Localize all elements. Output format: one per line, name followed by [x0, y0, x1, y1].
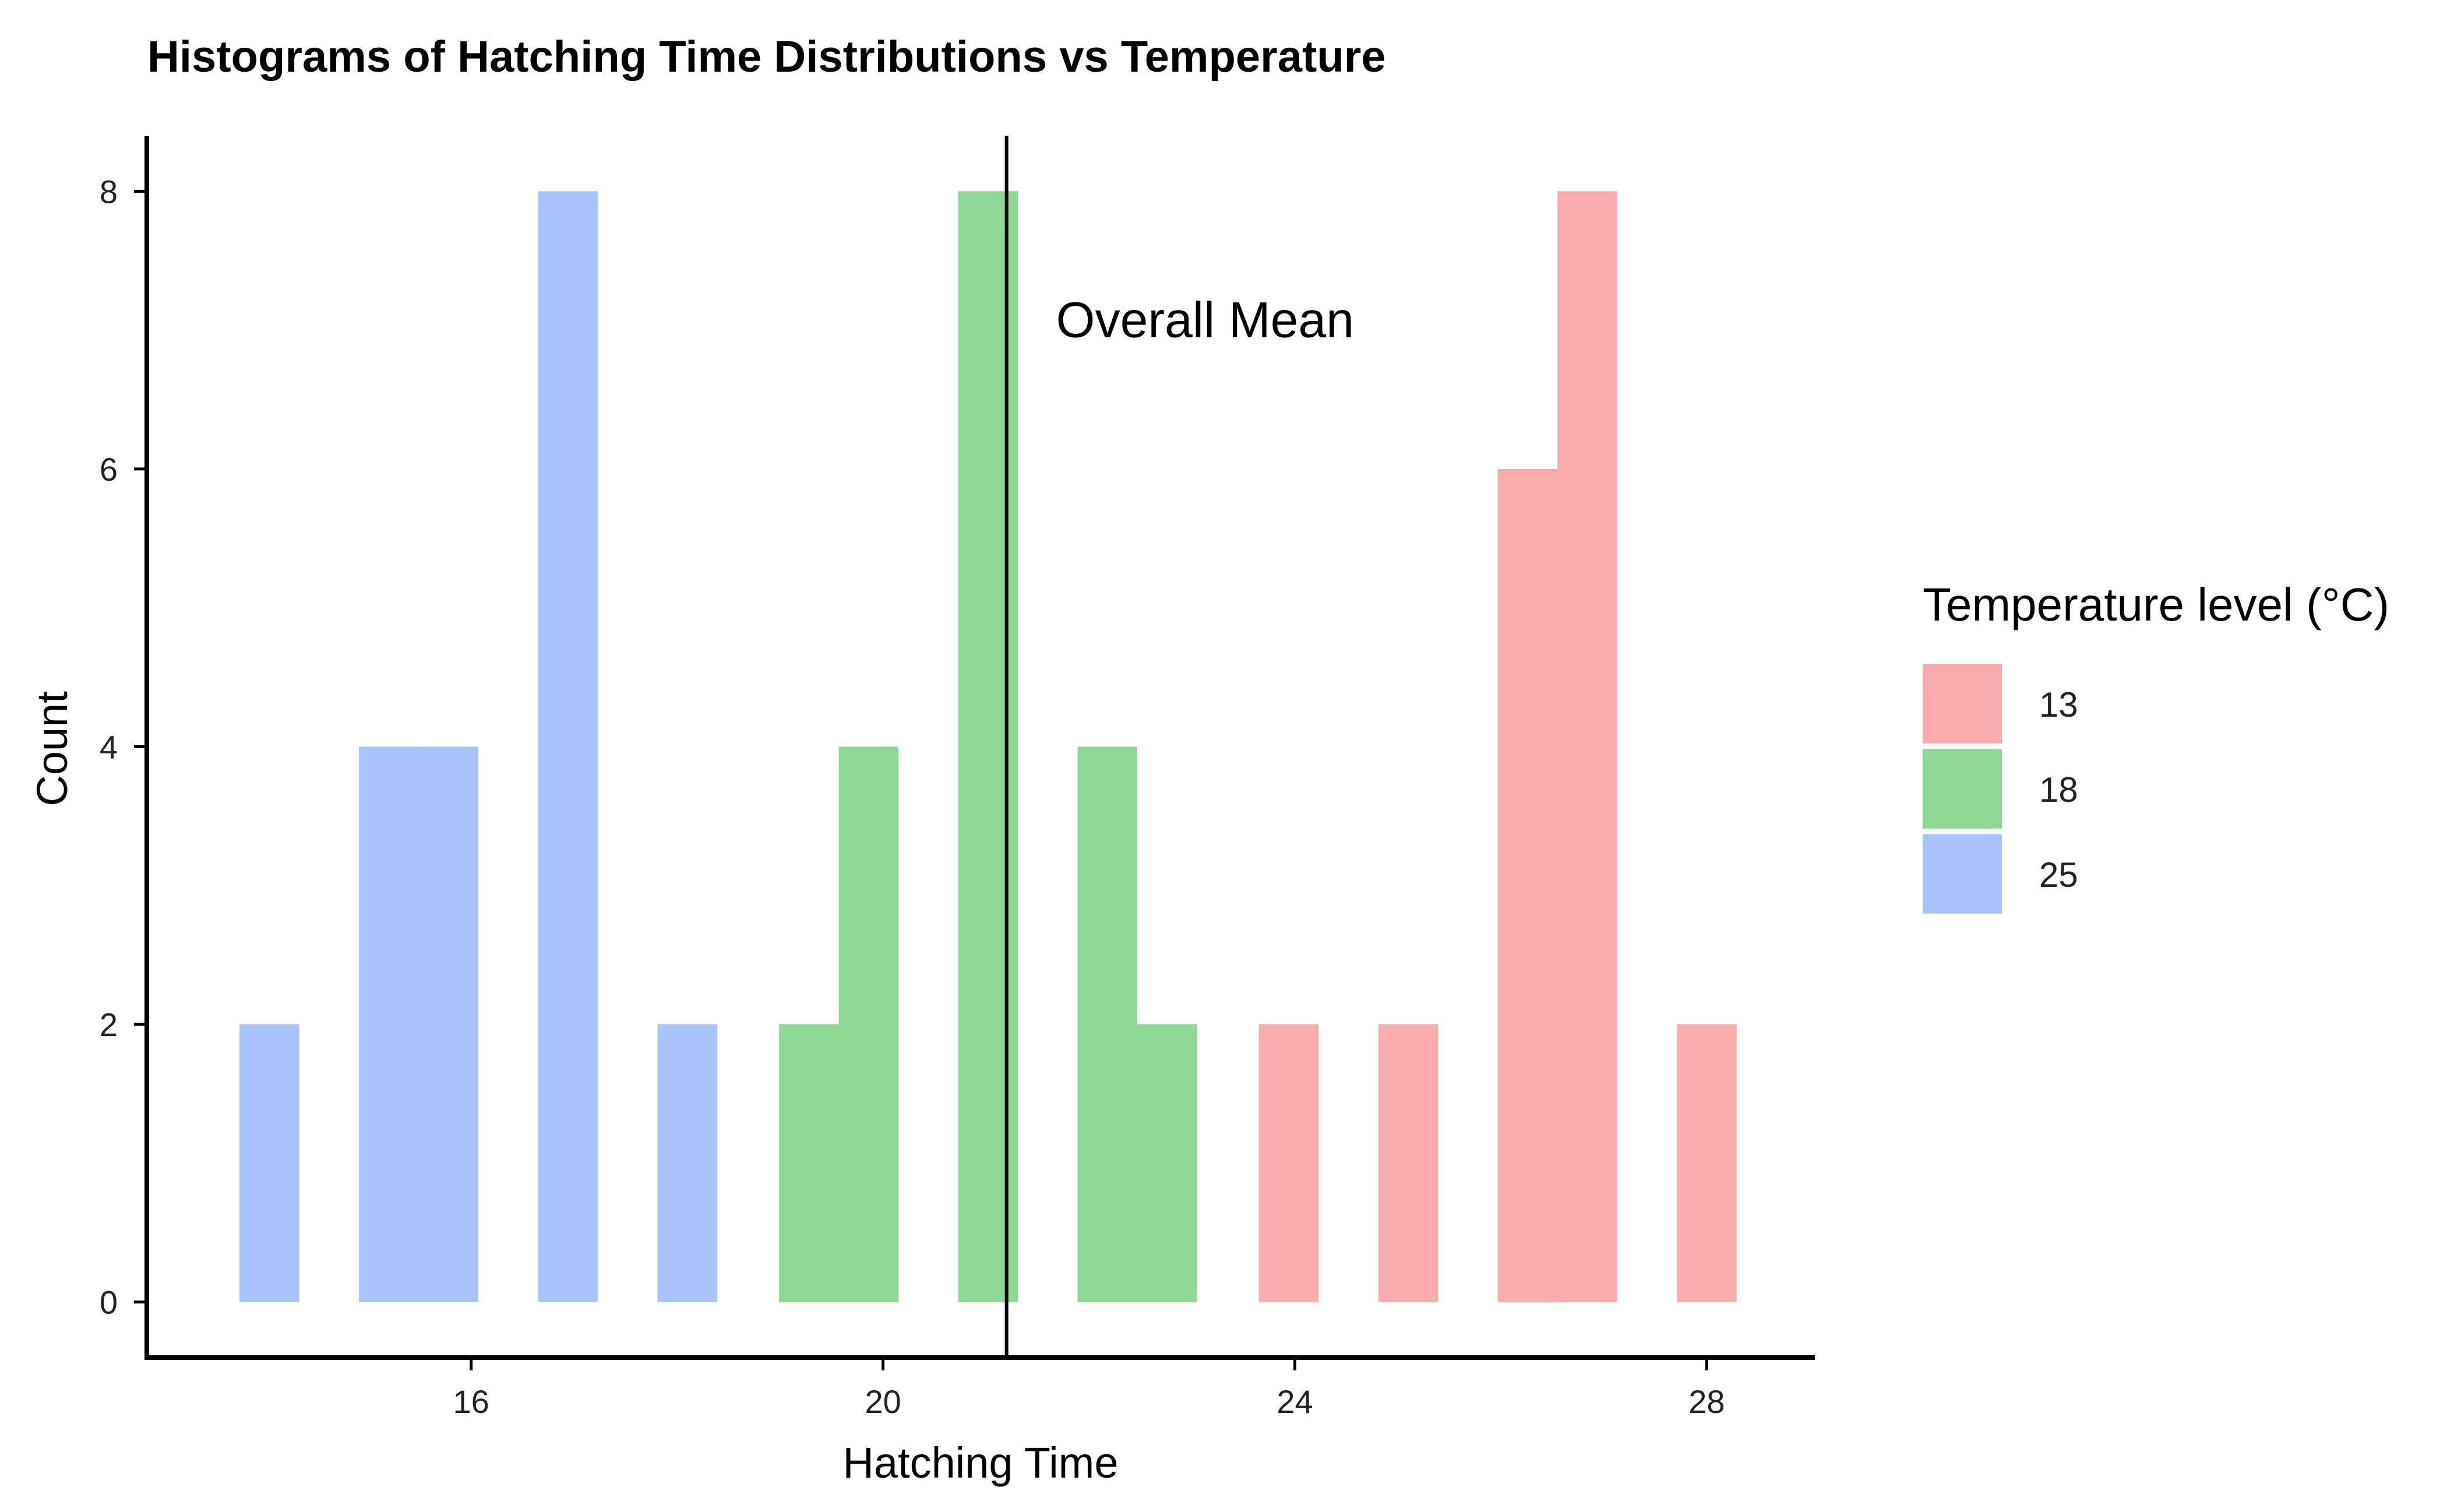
legend-swatch-25 — [1923, 834, 2002, 914]
y-tick-label: 4 — [100, 729, 118, 766]
bar-25-2 — [418, 746, 479, 1302]
y-axis-ticks: 0 2 4 6 8 — [100, 173, 147, 1321]
y-tick-label: 0 — [100, 1284, 118, 1321]
bar-25-4 — [657, 1024, 718, 1302]
legend-swatch-13 — [1923, 664, 2002, 743]
legend-swatch-18 — [1923, 749, 2002, 829]
bar-18-0 — [779, 1024, 839, 1302]
y-tick-label: 6 — [100, 451, 118, 488]
bar-18-1 — [838, 746, 899, 1302]
legend-label-25: 25 — [2039, 855, 2078, 894]
x-axis-ticks: 16 20 24 28 — [453, 1358, 1725, 1420]
legend-items: 13 18 25 — [1923, 664, 2078, 914]
histogram-bars — [239, 191, 1737, 1302]
y-tick-label: 8 — [100, 173, 118, 210]
bar-25-0 — [239, 1024, 299, 1302]
x-axis-title: Hatching Time — [843, 1439, 1119, 1487]
legend: Temperature level (°C) 13 18 25 — [1923, 579, 2389, 914]
x-tick-label: 28 — [1688, 1383, 1725, 1420]
legend-label-18: 18 — [2039, 770, 2078, 809]
bar-13-1 — [1378, 1024, 1438, 1302]
bar-13-4 — [1677, 1024, 1737, 1302]
y-tick-label: 2 — [100, 1006, 118, 1043]
x-tick-label: 16 — [453, 1383, 489, 1420]
bar-18-2 — [958, 191, 1018, 1302]
bar-13-0 — [1258, 1024, 1319, 1302]
overall-mean-label: Overall Mean — [1056, 292, 1354, 348]
bar-25-3 — [538, 191, 598, 1302]
bar-18-4 — [1137, 1024, 1197, 1302]
x-tick-label: 24 — [1277, 1383, 1313, 1420]
bar-13-2 — [1497, 468, 1558, 1302]
bar-13-3 — [1557, 191, 1617, 1302]
legend-label-13: 13 — [2039, 685, 2078, 724]
bar-25-1 — [359, 746, 419, 1302]
legend-title: Temperature level (°C) — [1923, 579, 2389, 630]
bar-18-3 — [1077, 746, 1138, 1302]
y-axis-title: Count — [28, 691, 76, 806]
x-tick-label: 20 — [865, 1383, 901, 1420]
chart-title: Histograms of Hatching Time Distribution… — [147, 32, 1386, 82]
